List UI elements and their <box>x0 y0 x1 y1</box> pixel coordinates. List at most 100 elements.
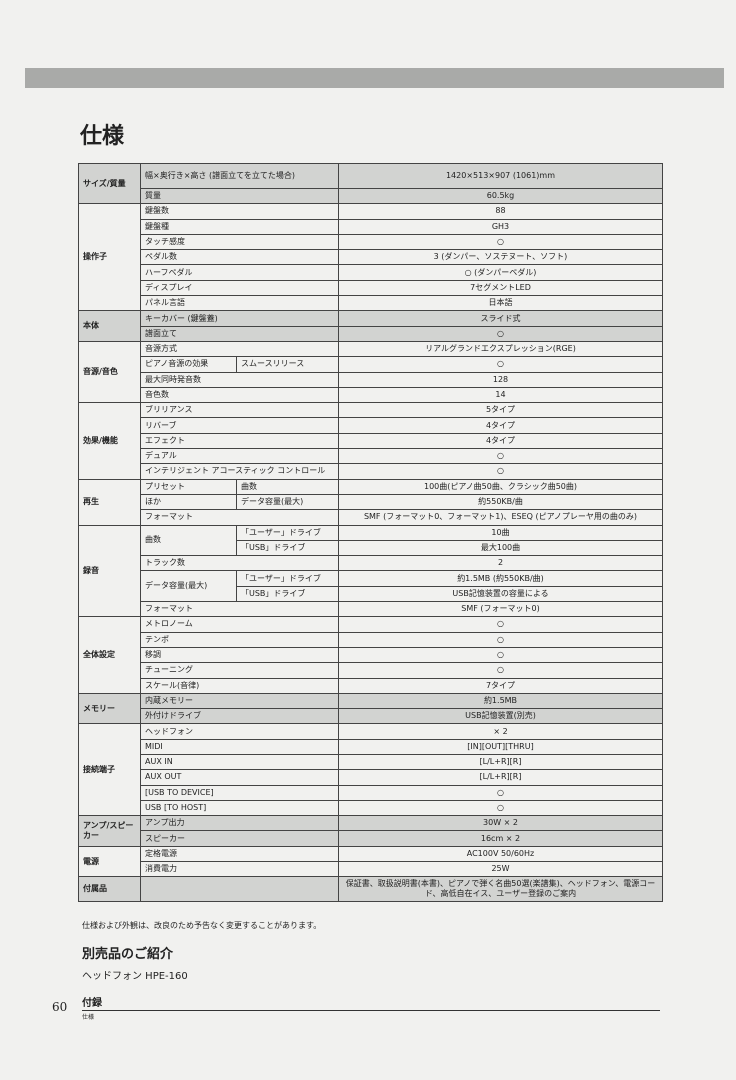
spec-item-label: テンポ <box>140 631 339 648</box>
spec-subitem-label: データ容量(最大) <box>236 493 339 511</box>
spec-item-label: ほか <box>140 493 237 511</box>
spec-value: 5タイプ <box>338 402 663 419</box>
spec-item-label: ピアノ音源の効果 <box>140 356 237 373</box>
spec-value: SMF (フォーマット0) <box>338 601 663 618</box>
spec-group-label: 音源/音色 <box>78 340 141 404</box>
spec-value: ○ (ダンパーペダル) <box>338 264 663 281</box>
spec-value: 4タイプ <box>338 432 663 450</box>
spec-row: MIDI [IN][OUT][THRU] <box>79 738 663 755</box>
spec-item-label: 内蔵メモリー <box>140 692 339 710</box>
spec-row: スピーカー 16cm × 2 <box>79 830 663 847</box>
spec-value: 3 (ダンパー、ソステヌート、ソフト) <box>338 249 663 266</box>
spec-item-label: インテリジェント アコースティック コントロール <box>140 463 339 480</box>
spec-item-label: チューニング <box>140 662 339 679</box>
spec-item-label: ペダル数 <box>140 249 339 266</box>
spec-row: ほか データ容量(最大) 約550KB/曲 <box>79 493 663 511</box>
spec-value: 約550KB/曲 <box>338 493 663 511</box>
spec-item-label: フォーマット <box>140 509 339 526</box>
spec-row: 録音 曲数 「ユーザー」ドライブ 10曲 <box>78 524 663 618</box>
spec-group-label: 接続端子 <box>78 723 141 817</box>
spec-row: フォーマット SMF (フォーマット0、フォーマット1)、ESEQ (ピアノプレー… <box>79 509 663 526</box>
spec-row: フォーマット SMF (フォーマット0) <box>79 601 663 618</box>
spec-row: 本体 キーカバー (鍵盤蓋) スライド式 <box>78 310 663 342</box>
spec-group-label: 操作子 <box>78 203 141 312</box>
spec-row: 効果/機能 ブリリアンス 5タイプ <box>78 402 663 480</box>
spec-value: ○ <box>338 233 663 251</box>
spec-item-label: アンプ出力 <box>140 815 339 832</box>
spec-value: GH3 <box>338 218 663 235</box>
spec-value: 10曲 <box>338 524 663 541</box>
spec-row: AUX IN [L/L+R][R] <box>79 753 663 771</box>
spec-item-label: 最大同時発音数 <box>140 371 339 388</box>
spec-row: エフェクト 4タイプ <box>79 432 663 450</box>
spec-value: 128 <box>338 371 663 388</box>
page-title: 仕様 <box>80 124 125 149</box>
spec-row: インテリジェント アコースティック コントロール ○ <box>79 463 663 480</box>
spec-group-label: アンプ/スピーカー <box>78 815 141 847</box>
spec-value: 88 <box>338 203 663 220</box>
spec-group-label: 全体設定 <box>78 616 141 694</box>
spec-value: ○ <box>338 616 663 633</box>
spec-item-label: キーカバー (鍵盤蓋) <box>140 310 339 327</box>
spec-group-label: 電源 <box>78 845 141 878</box>
spec-item-label: スピーカー <box>140 830 339 847</box>
spec-row: 「USB」ドライブ USB記憶装置の容量による <box>79 585 663 603</box>
spec-group-label: メモリー <box>78 692 141 725</box>
spec-item-label: 移調 <box>140 646 339 664</box>
spec-item-label: エフェクト <box>140 432 339 450</box>
spec-row: [USB TO DEVICE] ○ <box>79 784 663 801</box>
spec-row: メモリー 内蔵メモリー 約1.5MB <box>78 692 663 725</box>
spec-item-label: 音源方式 <box>140 340 339 358</box>
spec-item-label: プリセット <box>140 478 237 495</box>
spec-value: 7タイプ <box>338 677 663 694</box>
spec-row: チューニング ○ <box>79 662 663 679</box>
spec-value: ○ <box>338 356 663 373</box>
spec-item-label: ハーフペダル <box>140 264 339 281</box>
spec-item-label: 鍵盤種 <box>140 218 339 235</box>
spec-item-label: 幅×奥行き×高さ (譜面立てを立てた場合) <box>140 163 339 189</box>
spec-value: ○ <box>338 799 663 817</box>
spec-item-label: 定格電源 <box>140 845 339 863</box>
spec-subitem-label: 「USB」ドライブ <box>236 539 339 557</box>
spec-row: 電源 定格電源 AC100V 50/60Hz <box>78 845 663 878</box>
accessories-heading: 別売品のご紹介 <box>82 947 174 962</box>
spec-item-label: ブリリアンス <box>140 402 339 419</box>
spec-group-label: 効果/機能 <box>78 402 141 480</box>
spec-row: トラック数 2 <box>79 555 663 572</box>
spec-row: 音色数 14 <box>79 386 663 404</box>
spec-value: 2 <box>338 555 663 572</box>
spec-row: スケール(音律) 7タイプ <box>79 677 663 694</box>
spec-value: ○ <box>338 448 663 465</box>
spec-item-label <box>140 876 339 903</box>
spec-value: 4タイプ <box>338 417 663 434</box>
spec-value: ○ <box>338 631 663 648</box>
spec-row: アンプ/スピーカー アンプ出力 30W × 2 <box>78 815 663 847</box>
spec-item-label: デュアル <box>140 448 339 465</box>
spec-value: USB記憶装置の容量による <box>338 585 663 603</box>
spec-item-label: トラック数 <box>140 555 339 572</box>
spec-item-label: 質量 <box>140 187 339 205</box>
spec-row: パネル言語 日本語 <box>79 295 663 312</box>
spec-item-label: USB [TO HOST] <box>140 799 339 817</box>
spec-group-label: 本体 <box>78 310 141 342</box>
spec-row: ハーフペダル ○ (ダンパーペダル) <box>79 264 663 281</box>
accessory-item: ヘッドフォン HPE-160 <box>82 971 188 982</box>
spec-row: 接続端子 ヘッドフォン × 2 <box>78 723 663 817</box>
spec-value: 1420×513×907 (1061)mm <box>338 163 663 189</box>
spec-item-label: スケール(音律) <box>140 677 339 694</box>
spec-value: [IN][OUT][THRU] <box>338 738 663 755</box>
spec-group-label: サイズ/質量 <box>78 162 141 205</box>
spec-row: 質量 60.5kg <box>79 187 663 205</box>
spec-value: ○ <box>338 784 663 801</box>
spec-value: リアルグランドエクスプレッション(RGE) <box>338 340 663 358</box>
spec-row: サイズ/質量 幅×奥行き×高さ (譜面立てを立てた場合) 1420×513×907 … <box>78 162 663 205</box>
spec-value: USB記憶装置(別売) <box>338 708 663 725</box>
spec-row: 鍵盤種 GH3 <box>79 218 663 235</box>
spec-subitem-label: 「ユーザー」ドライブ <box>236 570 339 587</box>
spec-row: 音源/音色 音源方式 リアルグランドエクスプレッション(RGE) <box>78 340 663 404</box>
spec-value: 14 <box>338 386 663 404</box>
spec-group-label: 録音 <box>78 524 141 618</box>
spec-row: USB [TO HOST] ○ <box>79 799 663 817</box>
spec-subitem-label: 曲数 <box>236 478 339 495</box>
spec-item-label: 音色数 <box>140 386 339 404</box>
